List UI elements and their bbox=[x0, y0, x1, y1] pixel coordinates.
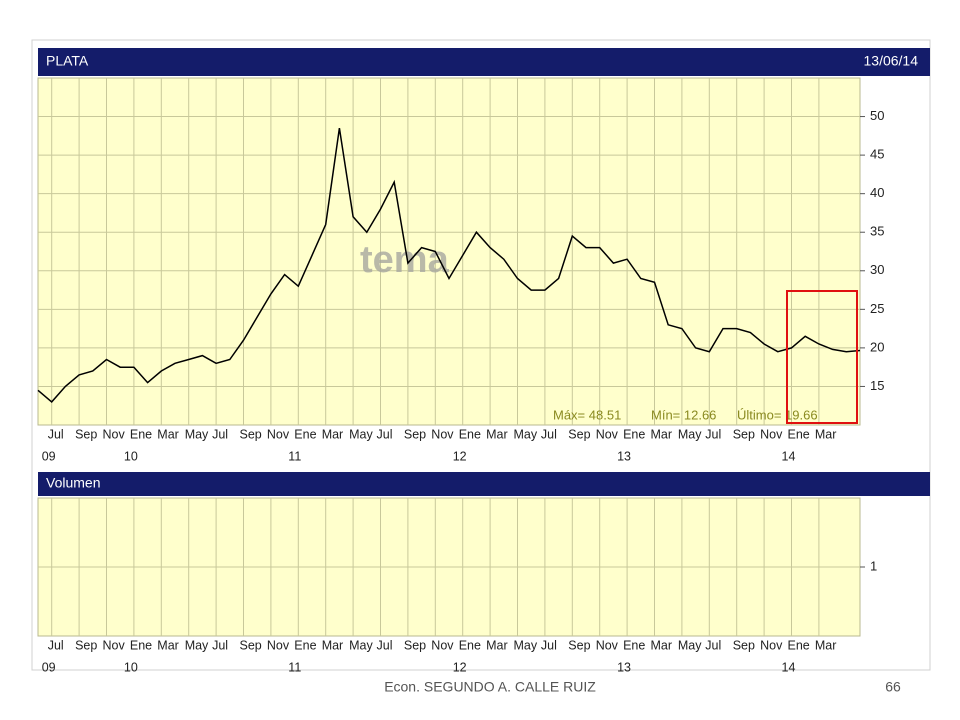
y-tick-label: 50 bbox=[870, 108, 884, 123]
x-year-label: 11 bbox=[288, 449, 301, 463]
y-tick-label: 1 bbox=[870, 558, 877, 573]
x-tick-label: Mar bbox=[815, 638, 837, 652]
x-tick-label: Sep bbox=[733, 427, 755, 441]
x-tick-label: Sep bbox=[404, 638, 426, 652]
x-tick-label: Jul bbox=[212, 427, 228, 441]
x-tick-label: Nov bbox=[596, 638, 619, 652]
x-tick-label: Sep bbox=[75, 427, 97, 441]
x-tick-label: Ene bbox=[788, 638, 810, 652]
x-tick-label: May bbox=[678, 427, 702, 441]
x-tick-label: Mar bbox=[157, 427, 179, 441]
y-tick-label: 25 bbox=[870, 301, 884, 316]
x-year-label: 09 bbox=[42, 449, 56, 463]
x-year-label: 09 bbox=[42, 660, 56, 674]
x-tick-label: May bbox=[349, 638, 373, 652]
x-year-label: 12 bbox=[453, 449, 467, 463]
x-tick-label: Jul bbox=[377, 638, 393, 652]
y-tick-label: 30 bbox=[870, 262, 884, 277]
panel-date: 13/06/14 bbox=[864, 53, 919, 69]
x-tick-label: Nov bbox=[103, 427, 126, 441]
x-tick-label: Mar bbox=[815, 427, 837, 441]
x-tick-label: May bbox=[514, 427, 538, 441]
x-tick-label: Nov bbox=[267, 638, 290, 652]
y-tick-label: 45 bbox=[870, 147, 884, 162]
y-tick-label: 20 bbox=[870, 339, 884, 354]
x-tick-label: Ene bbox=[459, 427, 481, 441]
stat-annotation: Máx= 48.51 bbox=[553, 407, 621, 422]
x-tick-label: Mar bbox=[322, 638, 344, 652]
x-year-label: 10 bbox=[124, 449, 138, 463]
panel-title: PLATA bbox=[46, 53, 89, 69]
x-tick-label: Sep bbox=[568, 427, 590, 441]
x-tick-label: Jul bbox=[541, 427, 557, 441]
x-tick-label: Jul bbox=[705, 638, 721, 652]
x-tick-label: Sep bbox=[568, 638, 590, 652]
x-tick-label: Ene bbox=[788, 427, 810, 441]
x-tick-label: Sep bbox=[733, 638, 755, 652]
x-tick-label: Ene bbox=[623, 427, 645, 441]
x-tick-label: Jul bbox=[377, 427, 393, 441]
x-tick-label: Ene bbox=[130, 427, 152, 441]
x-year-label: 10 bbox=[124, 660, 138, 674]
plot-area bbox=[37, 77, 861, 426]
x-tick-label: Mar bbox=[651, 638, 673, 652]
x-year-label: 12 bbox=[453, 660, 467, 674]
x-tick-label: Ene bbox=[294, 427, 316, 441]
x-tick-label: Nov bbox=[760, 638, 783, 652]
x-tick-label: Jul bbox=[705, 427, 721, 441]
x-tick-label: Sep bbox=[240, 427, 262, 441]
x-tick-label: Jul bbox=[212, 638, 228, 652]
x-tick-label: Mar bbox=[486, 638, 508, 652]
x-year-label: 13 bbox=[617, 449, 631, 463]
y-tick-label: 15 bbox=[870, 378, 884, 393]
x-tick-label: Ene bbox=[623, 638, 645, 652]
x-tick-label: Sep bbox=[240, 638, 262, 652]
x-tick-label: May bbox=[185, 638, 209, 652]
panel-header bbox=[38, 472, 930, 496]
x-tick-label: Nov bbox=[431, 638, 454, 652]
x-tick-label: Jul bbox=[541, 638, 557, 652]
stat-annotation: Último= 19.66 bbox=[737, 407, 818, 422]
x-year-label: 13 bbox=[617, 660, 631, 674]
price-line bbox=[37, 127, 861, 403]
x-tick-label: Jul bbox=[48, 638, 64, 652]
x-tick-label: Mar bbox=[651, 427, 673, 441]
x-tick-label: Ene bbox=[459, 638, 481, 652]
panel-title: Volumen bbox=[46, 475, 100, 491]
x-tick-label: Nov bbox=[431, 427, 454, 441]
x-tick-label: Jul bbox=[48, 427, 64, 441]
x-tick-label: Mar bbox=[486, 427, 508, 441]
highlight-box bbox=[786, 290, 858, 424]
x-tick-label: Ene bbox=[130, 638, 152, 652]
x-tick-label: Sep bbox=[404, 427, 426, 441]
x-tick-label: May bbox=[349, 427, 373, 441]
stat-annotation: Mín= 12.66 bbox=[651, 407, 716, 422]
panel-header bbox=[38, 48, 930, 76]
x-tick-label: Nov bbox=[267, 427, 290, 441]
x-tick-label: May bbox=[514, 638, 538, 652]
x-tick-label: May bbox=[185, 427, 209, 441]
y-tick-label: 35 bbox=[870, 224, 884, 239]
x-tick-label: Mar bbox=[322, 427, 344, 441]
footer-author: Econ. SEGUNDO A. CALLE RUIZ bbox=[384, 679, 596, 695]
x-tick-label: Nov bbox=[596, 427, 619, 441]
x-tick-label: May bbox=[678, 638, 702, 652]
x-year-label: 14 bbox=[782, 449, 796, 463]
x-tick-label: Nov bbox=[760, 427, 783, 441]
x-year-label: 11 bbox=[288, 660, 301, 674]
x-tick-label: Sep bbox=[75, 638, 97, 652]
page-number: 66 bbox=[885, 679, 901, 695]
x-tick-label: Mar bbox=[157, 638, 179, 652]
x-year-label: 14 bbox=[782, 660, 796, 674]
y-tick-label: 40 bbox=[870, 185, 884, 200]
x-tick-label: Ene bbox=[294, 638, 316, 652]
x-tick-label: Nov bbox=[103, 638, 126, 652]
